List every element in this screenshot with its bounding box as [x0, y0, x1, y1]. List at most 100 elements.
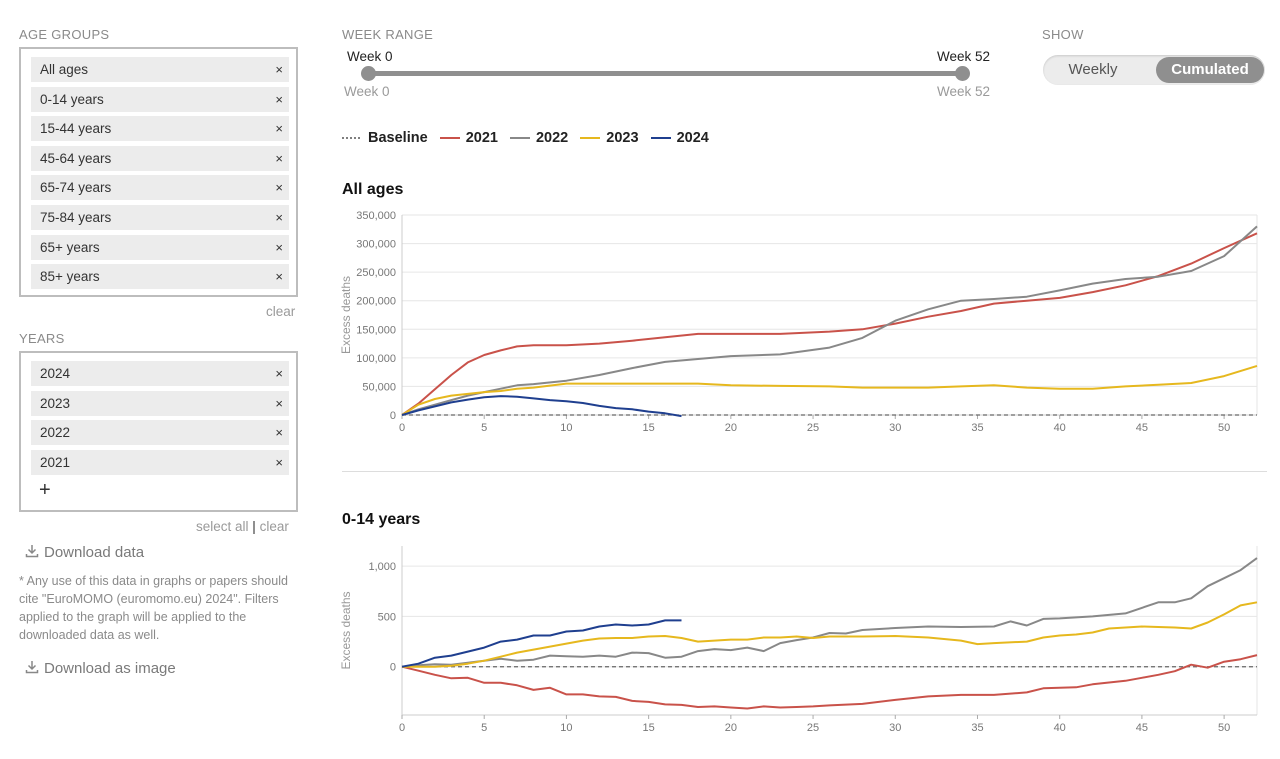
remove-icon[interactable]: ×	[275, 210, 283, 225]
week-range-track[interactable]	[368, 71, 962, 76]
remove-icon[interactable]: ×	[275, 121, 283, 137]
week-range-label: WEEK RANGE	[342, 27, 434, 42]
x-tick-label: 5	[481, 722, 487, 734]
age-group-chip[interactable]: 75-84 years ×	[31, 205, 289, 230]
download-data-label: Download data	[44, 544, 145, 561]
week-start-value: Week 0	[347, 49, 393, 64]
x-tick-label: 5	[481, 422, 487, 434]
y-tick-label: 250,000	[356, 267, 396, 279]
series-line-2021[interactable]	[401, 232, 1258, 416]
x-tick-label: 20	[725, 722, 737, 734]
clear-age-groups-link[interactable]: clear	[266, 304, 296, 319]
chart-title-0-14: 0-14 years	[342, 511, 421, 528]
legend-2023[interactable]: 2023	[580, 130, 639, 146]
year-chip[interactable]: 2023 ×	[31, 390, 289, 416]
remove-icon[interactable]: ×	[275, 91, 283, 107]
age-group-chip-label: 65-74 years	[40, 180, 112, 196]
download-data-button[interactable]: Download data	[25, 544, 144, 561]
week-max-label: Week 52	[937, 84, 991, 99]
y-tick-label: 300,000	[356, 239, 396, 251]
y-tick-label: 0	[390, 662, 396, 674]
y-tick-label: 200,000	[356, 296, 396, 308]
show-toggle[interactable]: Weekly Cumulated	[1043, 55, 1265, 85]
x-tick-label: 35	[971, 422, 983, 434]
weekly-option[interactable]: Weekly	[1068, 61, 1118, 78]
x-tick-label: 0	[399, 422, 405, 434]
legend-2023-label: 2023	[606, 130, 639, 146]
year-chip[interactable]: 2024 ×	[31, 361, 289, 386]
year-chip-label: 2023	[40, 395, 71, 411]
legend-2022-label: 2022	[535, 130, 569, 146]
week-end-handle[interactable]	[955, 66, 970, 81]
chart-title-all-ages: All ages	[342, 181, 404, 198]
x-tick-label: 25	[807, 422, 819, 434]
age-group-chip[interactable]: All ages ×	[31, 57, 289, 82]
series-line-2022[interactable]	[401, 557, 1258, 668]
legend-2024-label: 2024	[676, 130, 709, 146]
remove-icon[interactable]: ×	[275, 395, 283, 411]
cumulated-option[interactable]: Cumulated	[1156, 57, 1264, 83]
x-tick-label: 15	[643, 422, 655, 434]
x-tick-label: 10	[560, 422, 572, 434]
remove-icon[interactable]: ×	[275, 269, 283, 285]
remove-icon[interactable]: ×	[275, 454, 283, 470]
week-start-handle[interactable]	[361, 66, 376, 81]
series-line-2023[interactable]	[401, 364, 1258, 416]
remove-icon[interactable]: ×	[275, 150, 283, 166]
chart-0-14-years: 0 500 1,000 0 5 10 15 20 25 30 35 40 45 50 Excess deat…	[340, 546, 1258, 734]
age-group-chip-label: 0-14 years	[40, 91, 104, 107]
clear-years-link[interactable]: clear	[259, 519, 289, 534]
x-tick-label: 15	[643, 722, 655, 734]
series-line-2021[interactable]	[401, 654, 1258, 710]
x-tick-label: 30	[889, 722, 901, 734]
year-chip-label: 2022	[40, 425, 71, 441]
x-tick-label: 0	[399, 722, 405, 734]
year-chip[interactable]: 2021 ×	[31, 449, 289, 475]
years-label: YEARS	[19, 331, 65, 346]
remove-icon[interactable]: ×	[275, 425, 283, 441]
x-tick-label: 20	[725, 422, 737, 434]
age-group-chip[interactable]: 85+ years ×	[31, 264, 289, 290]
x-tick-label: 45	[1136, 722, 1148, 734]
legend-2024[interactable]: 2024	[650, 130, 709, 146]
age-group-chip[interactable]: 65-74 years ×	[31, 175, 289, 201]
x-tick-label: 45	[1136, 422, 1148, 434]
legend-2022[interactable]: 2022	[509, 130, 569, 146]
y-axis-label: Excess deaths	[340, 276, 353, 354]
age-group-chip[interactable]: 15-44 years ×	[31, 116, 289, 142]
x-tick-label: 50	[1218, 722, 1230, 734]
remove-icon[interactable]: ×	[275, 366, 283, 381]
age-groups-box[interactable]: All ages × 0-14 years × 15-44 years × 45-64 ye…	[19, 47, 298, 297]
select-all-years-link[interactable]: select all	[196, 519, 249, 534]
chart-divider	[342, 471, 1267, 472]
year-links: select all | clear	[196, 519, 289, 534]
years-box[interactable]: 2024 × 2023 × 2022 × 2021 × +	[19, 351, 298, 512]
download-icon	[25, 545, 39, 558]
y-tick-label: 50,000	[362, 381, 396, 393]
download-icon	[25, 661, 39, 674]
age-group-chip[interactable]: 45-64 years ×	[31, 145, 289, 171]
age-group-chip-label: 65+ years	[40, 239, 100, 255]
year-chip[interactable]: 2022 ×	[31, 420, 289, 446]
citation-note: * Any use of this data in graphs or pape…	[19, 574, 288, 642]
legend-2021[interactable]: 2021	[439, 130, 498, 146]
x-tick-label: 40	[1054, 422, 1066, 434]
age-group-chip-label: 15-44 years	[40, 121, 112, 137]
legend: Baseline 2021 2022 2023 2024	[342, 128, 717, 146]
x-tick-label: 50	[1218, 422, 1230, 434]
y-tick-label: 100,000	[356, 353, 396, 365]
series-line-2024[interactable]	[401, 395, 682, 418]
week-end-value: Week 52	[937, 49, 991, 64]
series-line-2023[interactable]	[402, 601, 1258, 668]
remove-icon[interactable]: ×	[275, 62, 283, 77]
x-tick-label: 30	[889, 422, 901, 434]
download-image-label: Download as image	[44, 660, 176, 677]
download-image-button[interactable]: Download as image	[25, 660, 176, 677]
age-group-chip[interactable]: 65+ years ×	[31, 234, 289, 260]
series-line-2024[interactable]	[401, 619, 682, 668]
remove-icon[interactable]: ×	[275, 180, 283, 196]
add-year-button[interactable]: +	[39, 479, 51, 501]
legend-baseline[interactable]: Baseline	[342, 130, 428, 146]
remove-icon[interactable]: ×	[275, 239, 283, 255]
age-group-chip[interactable]: 0-14 years ×	[31, 86, 289, 112]
